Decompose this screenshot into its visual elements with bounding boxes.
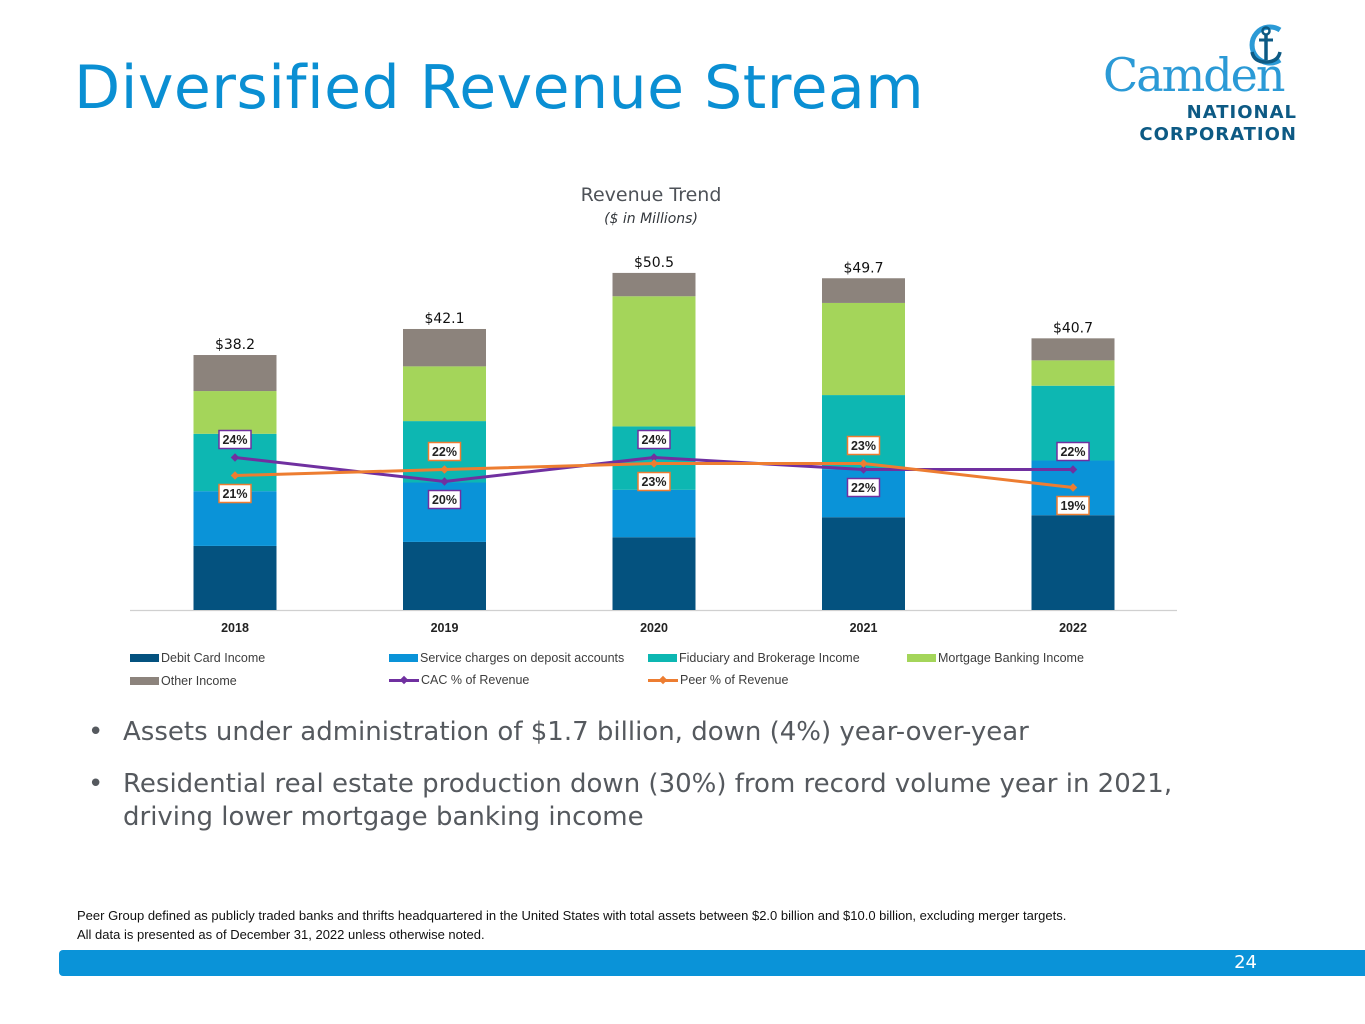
data-label-box (427, 489, 462, 510)
legend-peer: Peer % of Revenue (648, 673, 788, 687)
data-label-box (427, 441, 462, 462)
legend-debit: Debit Card Income (130, 651, 265, 665)
legend-label: Other Income (161, 674, 237, 688)
line-marker-cac (859, 465, 868, 474)
bar-segment-other (193, 355, 277, 392)
data-label-box (637, 429, 671, 450)
bar-segment-other (822, 278, 905, 303)
footnote: Peer Group defined as publicly traded ba… (77, 906, 1066, 944)
logo-line-corporation: CORPORATION (1139, 124, 1297, 145)
logo-line-national: NATIONAL (1186, 102, 1297, 123)
line-marker-peer (859, 459, 868, 468)
line-marker-cac (230, 453, 240, 462)
legend-label: Mortgage Banking Income (938, 651, 1084, 665)
legend-label: Peer % of Revenue (680, 673, 789, 687)
bullet-list: • Assets under administration of $1.7 bi… (88, 716, 1208, 853)
data-label-cac: 24% (222, 433, 247, 447)
bullet-marker: • (88, 717, 104, 747)
bar-segment-debit (612, 537, 696, 610)
company-logo: Camden NATIONAL CORPORATION (1100, 22, 1305, 147)
data-label-peer: 22% (432, 445, 457, 459)
footnote-data-date: All data is presented as of December 31,… (77, 927, 485, 942)
legend-swatch (648, 654, 677, 662)
legend-service: Service charges on deposit accounts (389, 651, 624, 665)
bar-segment-debit (1031, 515, 1115, 610)
data-label-box (846, 477, 881, 498)
total-label: $38.2 (215, 337, 255, 353)
bar-segment-debit (822, 517, 905, 610)
x-tick-label: 2021 (850, 621, 878, 635)
x-tick-label: 2018 (221, 621, 249, 635)
bar-segment-other (403, 328, 486, 367)
legend-swatch (130, 677, 159, 685)
legend-line-marker (648, 675, 678, 685)
legend-label: Service charges on deposit accounts (420, 651, 625, 665)
bullet-marker: • (88, 769, 104, 799)
legend-other: Other Income (130, 674, 237, 688)
legend-fiduciary: Fiduciary and Brokerage Income (648, 651, 860, 665)
footer-bar: 24 (59, 950, 1365, 976)
data-label-peer: 19% (1060, 499, 1085, 513)
data-label-box (218, 429, 252, 450)
line-marker-peer (230, 471, 240, 480)
total-label: $40.7 (1053, 320, 1093, 336)
total-label: $50.5 (634, 255, 674, 271)
logo-wordmark: Camden (1103, 48, 1286, 102)
legend-cac: CAC % of Revenue (389, 673, 529, 687)
legend-swatch (389, 654, 418, 662)
bullet-item: • Residential real estate production dow… (88, 768, 1208, 834)
line-marker-peer (649, 459, 659, 468)
data-label-box (218, 483, 252, 504)
data-label-cac: 22% (1060, 445, 1085, 459)
data-label-cac: 22% (851, 481, 876, 495)
data-label-box (846, 435, 881, 456)
total-label: $49.7 (843, 260, 883, 276)
anchor-icon (1249, 24, 1282, 66)
bar-segment-mortgage (1031, 360, 1115, 386)
line-marker-cac (1068, 465, 1078, 474)
legend-mortgage: Mortgage Banking Income (907, 651, 1084, 665)
slide-title: Diversified Revenue Stream (74, 53, 925, 123)
legend-line-marker (389, 675, 419, 685)
data-label-cac: 20% (432, 493, 457, 507)
legend-label: CAC % of Revenue (421, 673, 530, 687)
legend-swatch (130, 654, 159, 662)
x-tick-label: 2022 (1059, 621, 1087, 635)
bar-segment-debit (193, 545, 277, 610)
bar-segment-mortgage (193, 391, 277, 434)
bar-segment-debit (403, 541, 486, 610)
data-label-box (1056, 441, 1090, 462)
revenue-chart: $38.2 2018 $42.1 2019 $50.5 2020 $49.7 2021 $40.… (130, 255, 1177, 635)
data-label-peer: 21% (222, 487, 247, 501)
bullet-item: • Assets under administration of $1.7 bi… (88, 716, 1208, 749)
legend-label: Fiduciary and Brokerage Income (679, 651, 860, 665)
bar-segment-mortgage (822, 302, 905, 396)
data-label-peer: 23% (641, 475, 666, 489)
footnote-peer-group: Peer Group defined as publicly traded ba… (77, 908, 1067, 923)
bar-segment-service (612, 489, 696, 538)
bullet-text: Residential real estate production down … (123, 769, 1173, 832)
data-label-cac: 24% (641, 433, 666, 447)
line-marker-cac (440, 477, 449, 486)
x-tick-label: 2019 (431, 621, 459, 635)
bar-segment-mortgage (612, 296, 696, 427)
data-label-box (637, 471, 671, 492)
bullet-text: Assets under administration of $1.7 bill… (123, 717, 1029, 747)
data-label-peer: 23% (851, 439, 876, 453)
bar-segment-other (1031, 338, 1115, 361)
line-marker-cac (649, 453, 659, 462)
line-marker-peer (1068, 483, 1078, 492)
chart-title: Revenue Trend (580, 184, 722, 206)
legend-label: Debit Card Income (161, 651, 266, 665)
chart-subtitle: ($ in Millions) (604, 211, 698, 227)
bar-segment-other (612, 272, 696, 297)
x-tick-label: 2020 (640, 621, 668, 635)
data-label-box (1056, 495, 1090, 516)
legend-swatch (907, 654, 936, 662)
bar-segment-mortgage (403, 366, 486, 422)
line-marker-peer (440, 465, 449, 474)
bar-segment-fiduciary (822, 395, 905, 470)
page-number: 24 (1234, 952, 1257, 973)
total-label: $42.1 (424, 311, 464, 327)
